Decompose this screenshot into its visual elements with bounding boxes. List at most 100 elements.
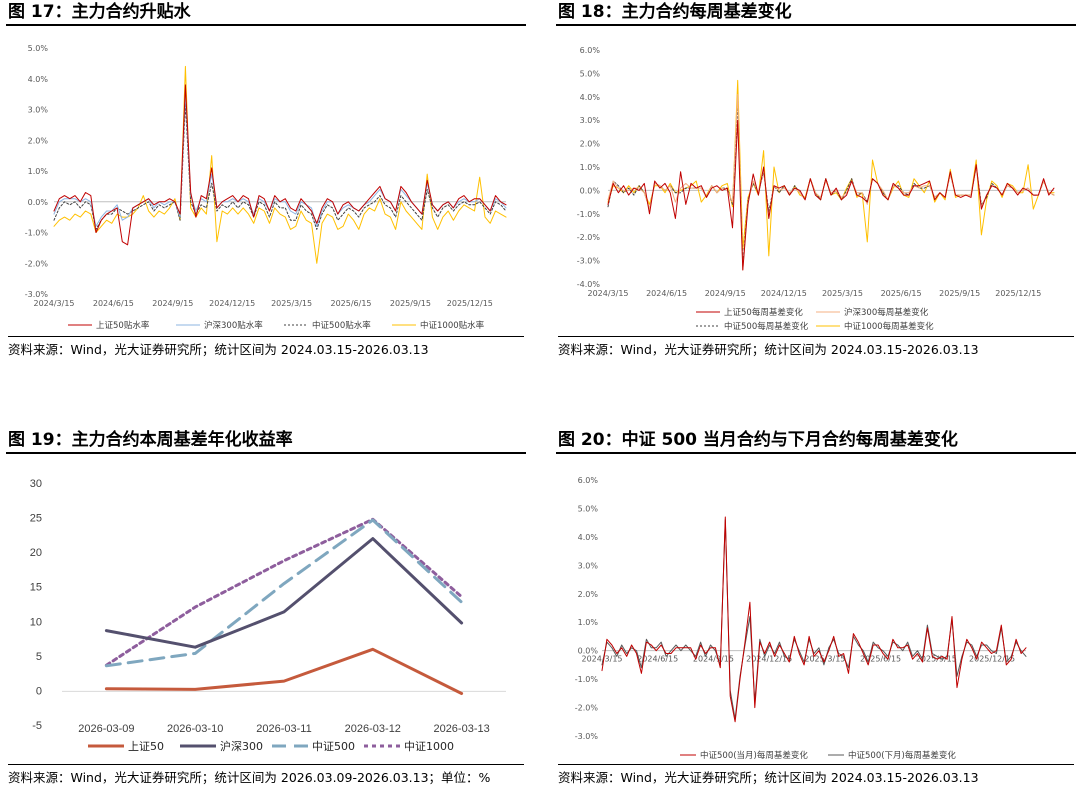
y-tick-label: 3.0% [578, 561, 599, 570]
series-line-1 [607, 119, 1055, 271]
x-tick-label: 2025/12/15 [995, 289, 1041, 298]
y-tick-label: 10 [30, 616, 42, 628]
chart-title: 图 17：主力合约升贴水 [6, 0, 526, 26]
x-tick-label: 2024/9/15 [705, 289, 746, 298]
legend-label: 中证1000 [404, 740, 454, 753]
y-tick-label: -3.0% [25, 290, 49, 299]
y-tick-label: 3.0% [580, 116, 601, 125]
y-tick-label: 6.0% [580, 46, 601, 55]
series-line-3 [104, 518, 464, 668]
legend-label: 上证50 [128, 740, 164, 753]
y-tick-label: 2.0% [580, 140, 601, 149]
legend-label: 中证500 [312, 740, 355, 753]
y-tick-label: -2.0% [575, 704, 599, 713]
y-tick-label: 0 [36, 685, 42, 697]
legend-label: 中证500每周基差变化 [724, 321, 809, 332]
legend-label: 上证50贴水率 [96, 320, 150, 331]
chart-source: 资料来源：Wind，光大证券研究所；统计区间为 2026.03.09-2026.… [8, 764, 524, 786]
y-tick-label: 30 [30, 478, 42, 490]
series-line-1 [104, 647, 464, 695]
y-tick-label: -1.0% [25, 229, 49, 238]
series-line-2 [607, 94, 1055, 271]
chart-title: 图 18：主力合约每周基差变化 [556, 0, 1076, 26]
series-line-2 [601, 519, 1027, 720]
x-tick-label: 2025/12/15 [969, 655, 1015, 664]
x-tick-label: 2024/9/15 [152, 299, 193, 308]
x-tick-label: 2024/12/15 [209, 299, 255, 308]
chart-source: 资料来源：Wind，光大证券研究所；统计区间为 2024.03.15-2026.… [558, 764, 1074, 786]
x-tick-label: 2026-03-09 [78, 723, 134, 735]
y-tick-label: -5 [32, 720, 42, 732]
y-tick-label: 25 [30, 513, 42, 525]
chart-panel-18: 图 18：主力合约每周基差变化 6.0% 5.0% 4.0% 3.0% 2.0% 1.0%… [556, 0, 1076, 357]
chart-source: 资料来源：Wind，光大证券研究所；统计区间为 2024.03.15-2026.… [8, 336, 524, 358]
y-tick-label: 1.0% [28, 167, 49, 176]
y-tick-label: 5 [36, 651, 42, 663]
y-tick-label: 4.0% [28, 75, 49, 84]
legend-label: 中证1000每周基差变化 [844, 321, 934, 332]
legend-label: 上证50每周基差变化 [724, 307, 803, 318]
x-tick-label: 2025/6/15 [331, 299, 372, 308]
x-tick-label: 2024/12/15 [761, 289, 807, 298]
y-tick-label: 6.0% [578, 476, 599, 485]
x-tick-label: 2024/6/15 [93, 299, 134, 308]
y-tick-label: 2.0% [578, 590, 599, 599]
series-line-4 [53, 65, 507, 264]
csi500-contract-basis-chart: 6.0% 5.0% 4.0% 3.0% 2.0% 1.0% 0.0% -1.0% -2.0% -3… [575, 476, 1027, 761]
legend-label: 中证500(当月)每周基差变化 [700, 750, 808, 761]
y-tick-label: -2.0% [577, 233, 601, 242]
legend-label: 沪深300 [220, 739, 263, 753]
y-tick-label: 5.0% [28, 44, 49, 53]
x-tick-label: 2024/6/15 [637, 655, 678, 664]
x-tick-label: 2026-03-12 [345, 723, 401, 735]
x-tick-label: 2025/6/15 [881, 289, 922, 298]
series-line-4 [607, 79, 1055, 257]
series-line-1 [601, 516, 1027, 723]
legend-label: 沪深300每周基差变化 [844, 307, 929, 318]
y-tick-label: 15 [30, 582, 42, 594]
series-line-3 [53, 102, 507, 230]
x-tick-label: 2025/3/15 [271, 299, 312, 308]
y-tick-label: 0.0% [578, 647, 599, 656]
y-tick-label: -3.0% [577, 257, 601, 266]
x-tick-label: 2025/3/15 [822, 289, 863, 298]
legend-label: 沪深300贴水率 [204, 320, 263, 331]
weekly-basis-change-chart: 6.0% 5.0% 4.0% 3.0% 2.0% 1.0% 0.0% -1.0% -2.0% -3… [577, 46, 1055, 332]
y-tick-label: -4.0% [577, 280, 601, 289]
series-line-2 [104, 537, 464, 649]
chart-source: 资料来源：Wind，光大证券研究所；统计区间为 2024.03.15-2026.… [558, 336, 1074, 358]
y-tick-label: 2.0% [28, 136, 49, 145]
x-tick-label: 2024/3/15 [581, 655, 622, 664]
y-tick-label: 1.0% [578, 618, 599, 627]
x-tick-label: 2025/12/15 [447, 299, 493, 308]
legend-label: 中证500贴水率 [312, 320, 371, 331]
legend-label: 中证500(下月)每周基差变化 [848, 750, 956, 761]
chart-panel-20: 图 20：中证 500 当月合约与下月合约每周基差变化 6.0% 5.0% 4.0%… [556, 428, 1076, 785]
x-tick-label: 2024/3/15 [587, 289, 628, 298]
y-tick-label: 1.0% [580, 163, 601, 172]
y-tick-label: 5.0% [580, 69, 601, 78]
y-tick-label: 0.0% [28, 198, 49, 207]
x-tick-label: 2024/12/15 [746, 655, 792, 664]
y-tick-label: 5.0% [578, 504, 599, 513]
y-tick-label: -1.0% [577, 210, 601, 219]
annualized-basis-yield-chart: 30 25 20 15 10 5 0 -5 2026-03-09 2026-03-10 2026-0… [30, 478, 506, 753]
x-tick-label: 2026-03-10 [167, 723, 223, 735]
y-tick-label: -1.0% [575, 675, 599, 684]
x-tick-label: 2024/9/15 [693, 655, 734, 664]
y-tick-label: 4.0% [578, 533, 599, 542]
x-tick-label: 2025/9/15 [939, 289, 980, 298]
x-tick-label: 2026-03-11 [256, 723, 311, 735]
series-line-2 [53, 90, 507, 227]
x-tick-label: 2025/6/15 [860, 655, 901, 664]
y-tick-label: 3.0% [28, 106, 49, 115]
y-tick-label: 0.0% [580, 186, 601, 195]
y-tick-label: 4.0% [580, 93, 601, 102]
series-line-1 [53, 84, 507, 246]
chart-title: 图 20：中证 500 当月合约与下月合约每周基差变化 [556, 428, 1076, 454]
y-tick-label: -2.0% [25, 259, 49, 268]
chart-title: 图 19：主力合约本周基差年化收益率 [6, 428, 526, 454]
y-tick-label: 20 [30, 547, 42, 559]
x-tick-label: 2024/3/15 [33, 299, 74, 308]
chart-panel-19: 图 19：主力合约本周基差年化收益率 30 25 20 15 10 5 0 -5 2026-03… [6, 428, 526, 785]
